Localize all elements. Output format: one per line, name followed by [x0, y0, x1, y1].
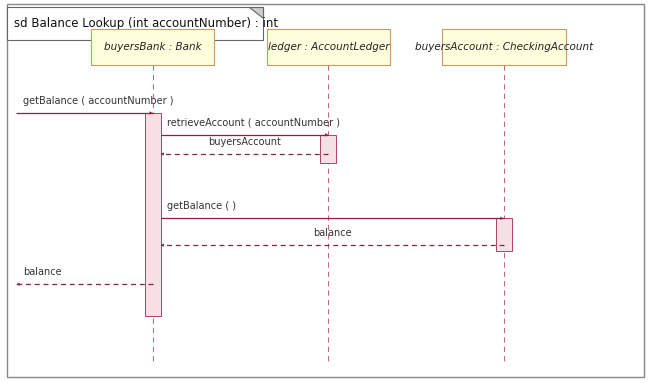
Bar — [496, 218, 512, 251]
Text: buyersAccount : CheckingAccount: buyersAccount : CheckingAccount — [415, 42, 593, 52]
Text: sd Balance Lookup (int accountNumber) : int: sd Balance Lookup (int accountNumber) : … — [14, 17, 278, 30]
Bar — [320, 135, 336, 163]
Bar — [91, 29, 214, 65]
Bar — [442, 29, 566, 65]
Bar — [145, 113, 161, 316]
Bar — [6, 7, 263, 40]
Text: getBalance ( accountNumber ): getBalance ( accountNumber ) — [23, 96, 174, 106]
Text: getBalance ( ): getBalance ( ) — [167, 201, 236, 211]
Polygon shape — [249, 7, 263, 18]
Text: balance: balance — [23, 267, 61, 277]
Bar — [266, 29, 390, 65]
Text: ledger : AccountLedger: ledger : AccountLedger — [268, 42, 389, 52]
Text: balance: balance — [313, 228, 352, 238]
Text: retrieveAccount ( accountNumber ): retrieveAccount ( accountNumber ) — [167, 118, 340, 128]
Text: buyersAccount: buyersAccount — [208, 137, 281, 147]
Text: buyersBank : Bank: buyersBank : Bank — [104, 42, 202, 52]
